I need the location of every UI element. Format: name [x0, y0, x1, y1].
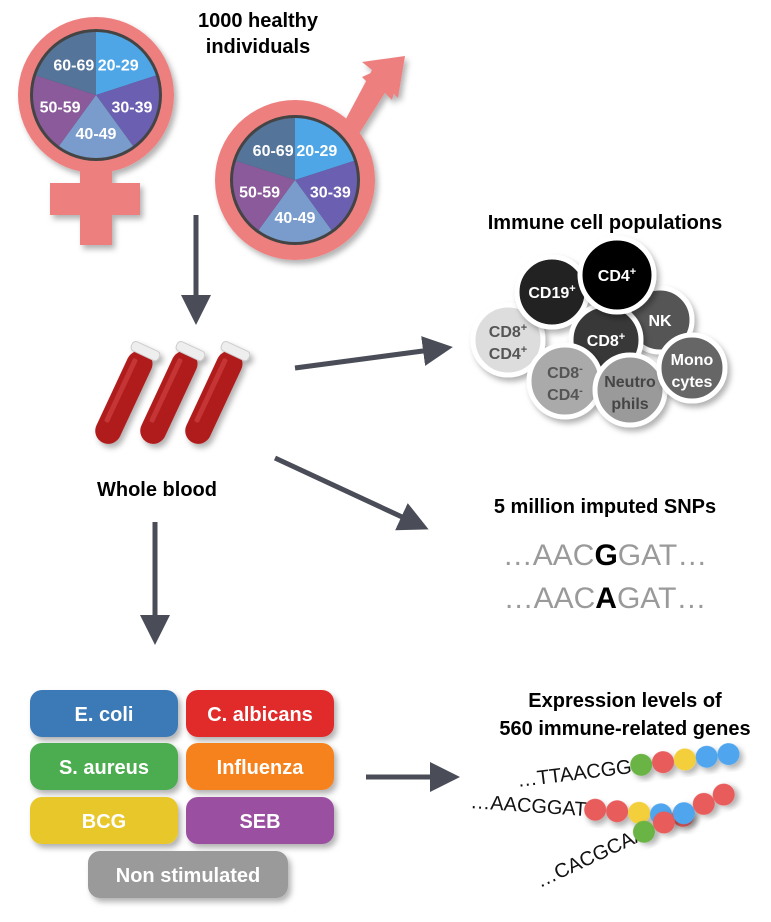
cell-label: CD8+ [489, 322, 527, 341]
cell-label: Neutro [604, 374, 656, 391]
male-slice-40-49 [258, 180, 332, 242]
cell-label: CD4- [547, 385, 583, 404]
age-label: 60-69 [53, 57, 94, 74]
cell-label: CD4+ [598, 266, 636, 285]
age-label: 50-59 [40, 100, 81, 117]
stimulus-label: C. albicans [207, 704, 313, 726]
blue-bead [672, 802, 695, 825]
cell-label: phils [611, 396, 648, 413]
age-label: 30-39 [111, 100, 152, 117]
stimulus-label: Non stimulated [116, 865, 260, 887]
green-bead [630, 753, 653, 776]
age-label: 40-49 [76, 126, 117, 143]
svg-text:…CACGCAA: …CACGCAA [533, 822, 651, 892]
snp-sequence-2: …AACAGAT… [504, 582, 707, 615]
immune-cell-cluster: CD8+ CD4+ CD19+ NK CD8+ CD4+ CD8- CD4- Neutro phi… [470, 235, 728, 428]
age-label: 20-29 [98, 57, 139, 74]
stimulus-bcg: BCG [30, 797, 178, 844]
male-slice-60-69 [236, 118, 295, 180]
expression-title-line1: Expression levels of [528, 690, 722, 712]
red-bead [584, 798, 607, 821]
red-bead [692, 792, 715, 815]
immune-cells-title: Immune cell populations [488, 212, 722, 234]
svg-text:…AACGGAT: …AACGGAT [470, 791, 588, 821]
immune-cell-neutrophils: Neutro phils [592, 352, 668, 428]
cell-label: CD4+ [489, 344, 527, 363]
female-slice-40-49 [58, 95, 134, 158]
age-label: 30-39 [310, 184, 351, 201]
male-slice-20-29 [295, 118, 354, 180]
stimulus-label: SEB [239, 811, 280, 833]
arrow-blood-to-snps [273, 455, 429, 531]
snps-title: 5 million imputed SNPs [494, 496, 716, 518]
female-slice-20-29 [96, 32, 156, 95]
stimulus-label: E. coli [75, 704, 134, 726]
age-label: 20-29 [296, 143, 337, 160]
cell-label: CD8+ [587, 331, 625, 350]
blue-bead [717, 743, 740, 766]
cohort-title-line2: individuals [206, 36, 310, 58]
cell-label: CD19+ [528, 283, 575, 302]
immune-cell-monocytes: Mono cytes [656, 332, 728, 404]
stimulus-label: S. aureus [59, 757, 149, 779]
cell-label: cytes [672, 374, 713, 391]
red-bead [652, 811, 675, 834]
arrow-blood-to-cells [294, 336, 453, 371]
blood-tubes-icon [95, 341, 251, 444]
cell-label: NK [648, 313, 672, 330]
immune-cell-nk: NK [625, 285, 695, 355]
svg-text:…TTAACGG: …TTAACGG [516, 756, 633, 792]
immune-cell-cd8-cd4-: CD8- CD4- [526, 342, 604, 420]
stimulus-seb: SEB [186, 797, 334, 844]
age-label: 40-49 [275, 210, 316, 227]
male-slice-50-59 [233, 160, 295, 231]
expression-sequence-1: …TTAACGG [516, 743, 740, 792]
red-bead [712, 783, 735, 806]
red-bead [606, 800, 629, 823]
stimulus-s-aureus: S. aureus [30, 743, 178, 790]
male-age-pie: 20-29 30-39 40-49 50-59 60-69 [230, 115, 360, 245]
female-slice-60-69 [36, 32, 96, 95]
stimuli-grid: E. coli C. albicans S. aureus Influenza BCG S… [30, 690, 334, 898]
whole-blood-label: Whole blood [97, 479, 217, 501]
stimulus-label: BCG [82, 811, 126, 833]
red-bead [652, 751, 675, 774]
female-age-pie: 20-29 30-39 40-49 50-59 60-69 [30, 29, 162, 161]
stimulus-e-coli: E. coli [30, 690, 178, 737]
blue-bead [695, 745, 718, 768]
stimulus-influenza: Influenza [186, 743, 334, 790]
expression-title-line2: 560 immune-related genes [499, 718, 750, 740]
immune-cell-cd8+cd4+: CD8+ CD4+ [470, 302, 546, 378]
yellow-bead [628, 801, 651, 824]
female-slice-50-59 [33, 75, 96, 146]
age-label: 50-59 [239, 184, 280, 201]
stimulus-non-stimulated: Non stimulated [88, 851, 288, 898]
green-bead [632, 820, 655, 843]
stimulus-c-albicans: C. albicans [186, 690, 334, 737]
immune-cell-cd19+: CD19+ [514, 254, 590, 330]
male-slice-30-39 [295, 160, 357, 231]
stimulus-label: Influenza [217, 757, 305, 779]
yellow-bead [673, 748, 696, 771]
cell-label: Mono [671, 352, 714, 369]
age-label: 60-69 [253, 143, 294, 160]
immune-cell-cd4+: CD4+ [577, 235, 657, 315]
snp-sequence-1: …AACGGAT… [503, 539, 707, 572]
cell-label: CD8- [547, 363, 583, 382]
female-slice-30-39 [96, 75, 159, 146]
cohort-title-line1: 1000 healthy [198, 10, 319, 32]
